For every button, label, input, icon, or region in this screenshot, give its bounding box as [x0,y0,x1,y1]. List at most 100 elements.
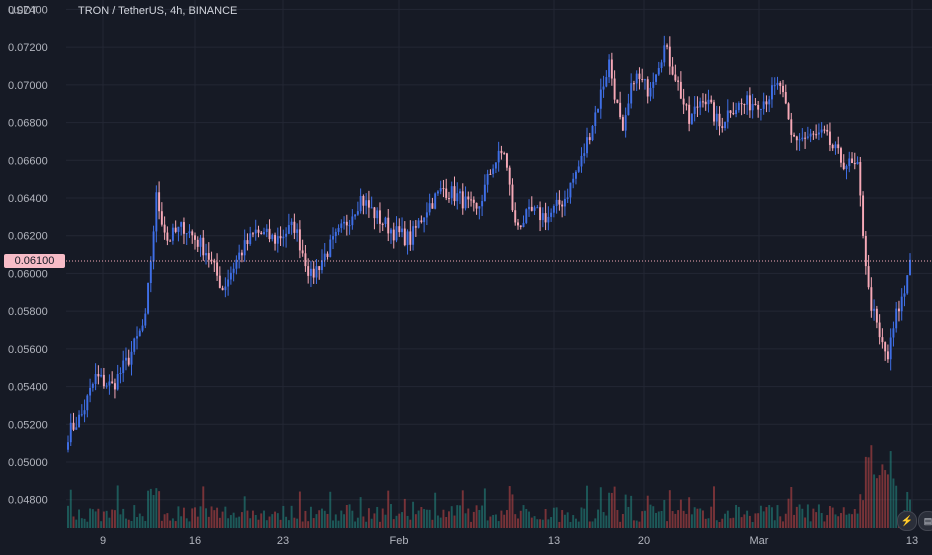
candle-body [693,106,696,114]
volume-bar [125,518,127,528]
volume-bar [597,509,600,528]
lightning-icon[interactable]: ⚡ [897,511,917,531]
volume-bar [826,515,829,528]
volume-bar [337,520,340,528]
volume-bar [878,475,881,528]
candle-body [748,95,751,111]
volume-bar [685,513,688,528]
candle-body [597,108,600,113]
candle-body [147,282,150,314]
candle-body [298,229,301,251]
volume-bar [315,514,318,528]
candle-body [505,153,508,168]
candle-body [494,162,497,169]
candle-body [420,220,423,223]
candle-body [798,139,801,141]
candle-body [666,45,669,47]
candle-body [707,99,710,105]
volume-bar [757,513,760,528]
y-tick-label: 0.06200 [8,231,48,243]
volume-bar [668,490,671,528]
candle-body [862,195,865,236]
volume-bar [420,507,423,528]
volume-bar [812,508,815,528]
candle-body [431,203,434,209]
candle-body [903,293,906,297]
candle-body [436,191,439,194]
candle-body [403,228,406,246]
volume-bar [301,521,304,528]
candle-body [682,98,685,105]
candle-body [610,59,613,79]
volume-bar [541,519,544,528]
candle-body [873,308,876,311]
candle-body [522,222,525,228]
candle-body [111,381,114,384]
volume-bar [635,520,638,528]
candle-body [387,217,390,234]
volume-bar [362,516,365,528]
candle-body [867,266,870,288]
x-axis[interactable]: 9 16 23 Feb 13 20 Mar 13 [100,535,918,547]
volume-bar [210,506,213,528]
symbol-title[interactable]: TRON / TetherUS, 4h, BINANCE [78,5,238,17]
candle-body [591,125,594,141]
volume-bar [75,519,78,528]
candle-body [616,99,619,103]
candle-body [815,134,818,136]
volume-bar [644,510,646,528]
candle-body [373,207,376,219]
volume-bar [439,517,442,528]
volume-bar [105,510,108,528]
candle-body [332,236,334,240]
candle-body [685,104,688,106]
y-axis[interactable]: 0.07400 0.07200 0.07000 0.06800 0.06600 0.064… [8,4,48,506]
candle-body [367,200,370,208]
candle-body [196,239,199,247]
candle-body [544,213,547,223]
volume-bar [834,514,837,528]
volume-bar [340,510,343,528]
volume-bar [583,508,586,528]
volume-bar [229,515,232,528]
candle-body [732,113,735,115]
volume-bar [464,513,467,528]
candle-body [555,199,558,206]
volume-bar [851,514,853,528]
volume-bar [287,520,290,528]
volume-bar [365,521,368,528]
volume-bar [86,521,89,528]
candle-body [704,101,707,105]
candle-body [210,259,213,261]
volume-bar [608,492,611,528]
volume-bar [238,516,241,528]
volume-bar [80,518,83,528]
volume-bar [461,490,464,528]
candle-body [414,226,417,228]
candle-body [550,212,553,217]
volume-bar [737,506,740,528]
y-tick-label: 0.07000 [8,80,48,92]
volume-bar [356,517,359,528]
tradingview-logo-icon[interactable]: ▤ [918,511,932,531]
candle-body [795,136,798,141]
candle-body [285,233,288,237]
volume-bar [343,514,346,528]
x-tick-label: 13 [548,535,560,547]
candle-body [884,342,887,352]
y-tick-label: 0.04800 [8,495,48,507]
volume-bar [144,521,147,528]
candle-body [202,237,205,256]
candle-body [213,260,216,263]
candle-body [602,86,605,90]
candle-body [779,82,782,86]
candle-body [613,78,616,100]
volume-bar [456,505,459,528]
volume-bar [218,517,221,528]
candle-body [511,184,514,211]
volume-bar [787,498,790,528]
volume-bar [873,474,876,528]
volume-bar [517,518,519,528]
